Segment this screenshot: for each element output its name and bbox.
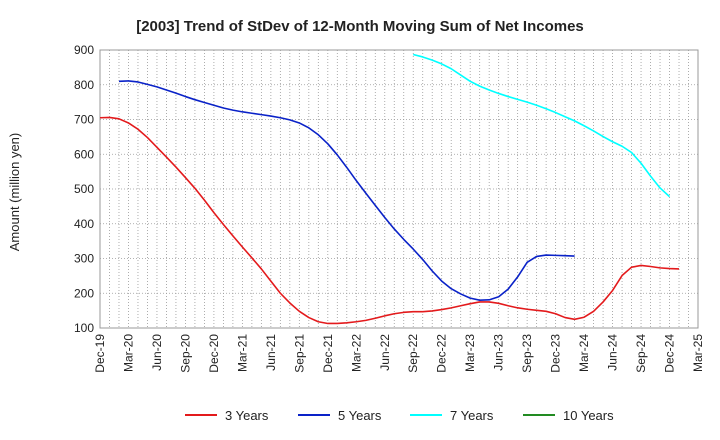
x-tick-label: Jun-22 bbox=[378, 334, 392, 371]
y-tick-label: 800 bbox=[74, 78, 94, 92]
legend-label-2: 5 Years bbox=[338, 408, 382, 423]
x-tick-label: Sep-23 bbox=[520, 334, 534, 373]
y-tick-label: 200 bbox=[74, 286, 94, 300]
x-tick-label: Jun-21 bbox=[264, 334, 278, 371]
plot-border bbox=[99, 49, 699, 329]
x-tick-label: Jun-20 bbox=[150, 334, 164, 371]
chart-title: [2003] Trend of StDev of 12-Month Moving… bbox=[136, 18, 584, 35]
legend: 3 Years 5 Years 7 Years 10 Years bbox=[185, 408, 614, 423]
series-line-2 bbox=[118, 80, 575, 302]
y-tick-label: 900 bbox=[74, 43, 94, 57]
y-tick-label: 500 bbox=[74, 182, 94, 196]
x-tick-label: Dec-22 bbox=[435, 334, 449, 373]
x-tick-label: Jun-23 bbox=[492, 334, 506, 371]
x-tick-label: Jun-24 bbox=[606, 334, 620, 371]
x-tick-label: Sep-21 bbox=[292, 334, 306, 373]
legend-label-4: 10 Years bbox=[563, 408, 614, 423]
y-tick-label: 600 bbox=[74, 147, 94, 161]
x-tick-label: Mar-22 bbox=[349, 334, 363, 372]
x-tick-label: Dec-23 bbox=[549, 334, 563, 373]
x-tick-label: Sep-20 bbox=[178, 334, 192, 373]
legend-label-3: 7 Years bbox=[450, 408, 494, 423]
legend-label-1: 3 Years bbox=[225, 408, 269, 423]
x-tick-label: Mar-23 bbox=[463, 334, 477, 372]
x-tick-label: Mar-24 bbox=[577, 334, 591, 372]
x-tick-label: Mar-25 bbox=[691, 334, 705, 372]
x-tick-label: Mar-20 bbox=[121, 334, 135, 372]
y-tick-label: 400 bbox=[74, 217, 94, 231]
y-tick-label: 700 bbox=[74, 113, 94, 127]
series-line-1 bbox=[99, 116, 680, 325]
y-tick-label: 300 bbox=[74, 252, 94, 266]
y-axis-label: Amount (million yen) bbox=[7, 133, 22, 252]
y-tick-label: 100 bbox=[74, 321, 94, 335]
x-tick-label: Dec-20 bbox=[207, 334, 221, 373]
x-tick-label: Dec-19 bbox=[93, 334, 107, 373]
x-tick-label: Sep-24 bbox=[634, 334, 648, 373]
series-line-3 bbox=[413, 53, 671, 198]
x-tick-label: Sep-22 bbox=[406, 334, 420, 373]
x-tick-label: Mar-21 bbox=[235, 334, 249, 372]
x-tick-label: Dec-21 bbox=[321, 334, 335, 373]
plot-area: 100 200 300 400 500 600 700 800 900 Dec-19 Mar-20 J… bbox=[74, 43, 705, 373]
x-tick-label: Dec-24 bbox=[663, 334, 677, 373]
